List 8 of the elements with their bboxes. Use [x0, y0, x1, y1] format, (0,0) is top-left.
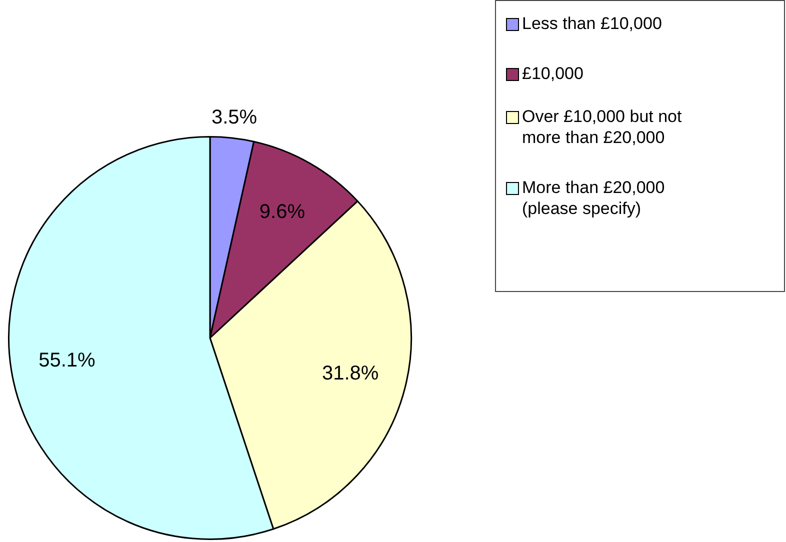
data-label: 9.6% — [259, 200, 306, 223]
data-label: 55.1% — [38, 350, 96, 372]
data-label: 31.8% — [322, 362, 379, 385]
legend-label: Over £10,000 but not more than £20,000 — [522, 106, 683, 148]
legend-label: More than £20,000 (please specify) — [522, 177, 666, 219]
data-label: 3.5% — [211, 106, 258, 128]
legend-label: £10,000 — [522, 63, 584, 84]
legend-label: Less than £10,000 — [522, 13, 663, 34]
